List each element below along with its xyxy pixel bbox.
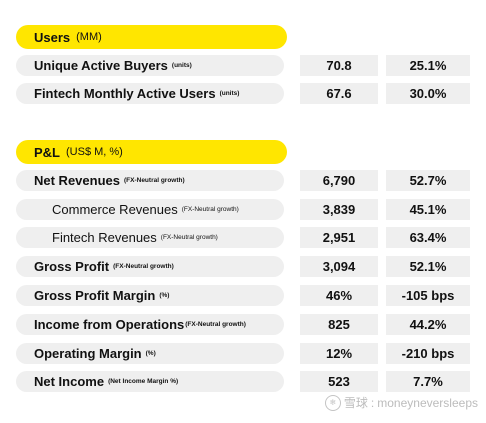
row-label: Commerce Revenues bbox=[52, 202, 178, 217]
pl-title: P&L bbox=[34, 144, 60, 160]
row-note: (%) bbox=[159, 292, 170, 299]
users-unit: (MM) bbox=[76, 31, 102, 43]
snowball-logo-icon: ❄ bbox=[324, 394, 341, 411]
watermark-site: 雪球 bbox=[343, 396, 368, 410]
pl-header: P&L (US$ M, %) bbox=[16, 140, 287, 164]
watermark-separator: : bbox=[370, 395, 375, 410]
row-note: (units) bbox=[171, 62, 192, 69]
table-row-label: Net Income (Net Income Margin %) bbox=[16, 371, 284, 392]
watermark: ❄ 雪球 : moneyneversleeps bbox=[324, 394, 478, 411]
row-growth: 30.0% bbox=[386, 83, 470, 104]
watermark-user: moneyneversleeps bbox=[377, 395, 478, 410]
row-value: 67.6 bbox=[300, 83, 378, 104]
row-label: Operating Margin bbox=[34, 346, 142, 361]
row-growth: 45.1% bbox=[386, 199, 470, 220]
row-label: Net Income bbox=[34, 374, 105, 389]
row-growth: 52.1% bbox=[386, 256, 470, 277]
row-value: 70.8 bbox=[300, 55, 378, 76]
row-value: 46% bbox=[300, 285, 378, 306]
row-note: (units) bbox=[219, 90, 240, 97]
table-row-label: Gross Profit (FX-Neutral growth) bbox=[16, 256, 284, 277]
row-label: Fintech Revenues bbox=[52, 230, 157, 245]
row-growth: 52.7% bbox=[386, 170, 470, 191]
row-label: Gross Profit Margin bbox=[34, 288, 156, 303]
row-value: 825 bbox=[300, 314, 378, 335]
table-row-label: Unique Active Buyers (units) bbox=[16, 55, 284, 76]
row-note: (FX-Neutral growth) bbox=[123, 177, 185, 184]
row-label: Fintech Monthly Active Users bbox=[34, 86, 216, 101]
row-label: Income from Operations bbox=[34, 317, 185, 332]
table-row-label: Income from Operations (FX-Neutral growt… bbox=[16, 314, 284, 335]
row-note: (FX-Neutral growth) bbox=[181, 206, 239, 213]
row-value: 2,951 bbox=[300, 227, 378, 248]
row-note: (FX-Neutral growth) bbox=[113, 263, 174, 270]
row-growth: 44.2% bbox=[386, 314, 470, 335]
table-row-label: Fintech Monthly Active Users (units) bbox=[16, 83, 284, 104]
row-growth: -105 bps bbox=[386, 285, 470, 306]
table-row-label: Net Revenues (FX-Neutral growth) bbox=[16, 170, 284, 191]
row-growth: 25.1% bbox=[386, 55, 470, 76]
row-value: 3,839 bbox=[300, 199, 378, 220]
table-row-label: Operating Margin (%) bbox=[16, 343, 284, 364]
row-value: 12% bbox=[300, 343, 378, 364]
row-value: 523 bbox=[300, 371, 378, 392]
table-row-label: Fintech Revenues (FX-Neutral growth) bbox=[16, 227, 284, 248]
table-row-label: Gross Profit Margin (%) bbox=[16, 285, 284, 306]
row-label: Unique Active Buyers bbox=[34, 58, 168, 73]
row-value: 3,094 bbox=[300, 256, 378, 277]
row-note: (FX-Neutral growth) bbox=[160, 234, 218, 241]
row-note: (%) bbox=[145, 350, 156, 357]
row-value: 6,790 bbox=[300, 170, 378, 191]
users-header: Users (MM) bbox=[16, 25, 287, 49]
row-growth: -210 bps bbox=[386, 343, 470, 364]
row-note: (FX-Neutral growth) bbox=[185, 321, 246, 328]
row-label: Gross Profit bbox=[34, 259, 110, 274]
table-row-label: Commerce Revenues (FX-Neutral growth) bbox=[16, 199, 284, 220]
row-label: Net Revenues bbox=[34, 173, 120, 188]
row-growth: 63.4% bbox=[386, 227, 470, 248]
row-growth: 7.7% bbox=[386, 371, 470, 392]
users-title: Users bbox=[34, 29, 71, 45]
pl-unit: (US$ M, %) bbox=[66, 146, 123, 158]
row-note: (Net Income Margin %) bbox=[108, 378, 179, 385]
